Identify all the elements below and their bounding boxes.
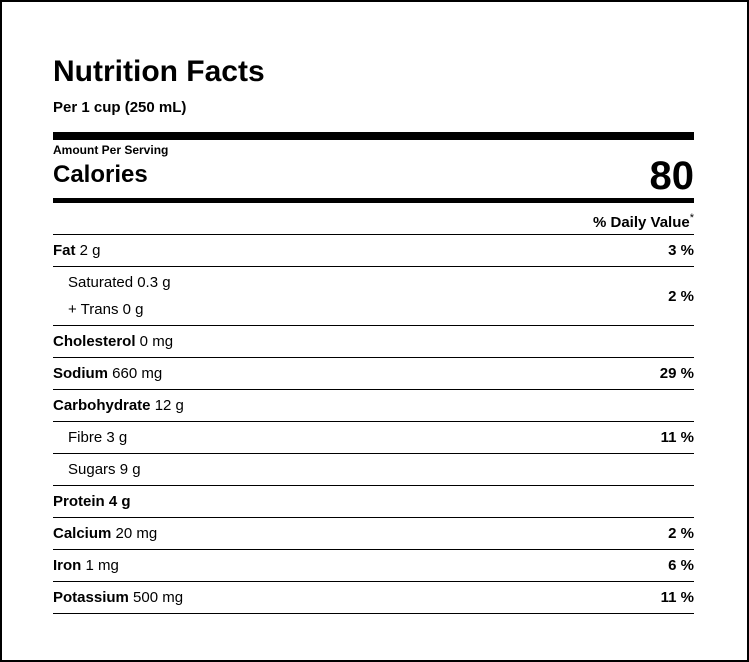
nutrient-row-sodium: Sodium 660 mg 29 % bbox=[53, 358, 694, 390]
nutrient-row-potassium: Potassium 500 mg 11 % bbox=[53, 582, 694, 614]
nutrition-label: Nutrition Facts Per 1 cup (250 mL) Amoun… bbox=[53, 55, 694, 614]
nutrient-name: Carbohydrate 12 g bbox=[53, 397, 184, 414]
nutrient-name: Calcium 20 mg bbox=[53, 525, 158, 542]
nutrient-dv: 11 % bbox=[660, 589, 694, 606]
nutrient-name: Protein 4 g bbox=[53, 493, 131, 510]
calories-value: 80 bbox=[649, 154, 695, 198]
serving-size: Per 1 cup (250 mL) bbox=[53, 99, 187, 116]
nutrient-row-iron: Iron 1 mg 6 % bbox=[53, 550, 694, 582]
amount-per-serving: Amount Per Serving bbox=[53, 143, 169, 157]
saturated-label: Saturated 0.3 g bbox=[68, 274, 171, 291]
daily-value-mark: * bbox=[689, 212, 694, 224]
nutrient-name: Saturated 0.3 g + Trans 0 g bbox=[53, 269, 171, 323]
nutrient-row-fibre: Fibre 3 g 11 % bbox=[53, 422, 694, 454]
nutrient-row-saturated-trans: Saturated 0.3 g + Trans 0 g 2 % bbox=[53, 267, 694, 326]
calories-label: Calories bbox=[53, 161, 148, 188]
daily-value-label: % Daily Value bbox=[593, 214, 690, 231]
nutrient-row-cholesterol: Cholesterol 0 mg bbox=[53, 326, 694, 358]
nutrient-row-protein: Protein 4 g bbox=[53, 486, 694, 518]
nutrient-dv: 11 % bbox=[660, 429, 694, 446]
nutrient-row-sugars: Sugars 9 g bbox=[53, 454, 694, 486]
nutrient-name: Fat 2 g bbox=[53, 242, 101, 259]
calories-row: Calories 80 bbox=[53, 154, 695, 198]
nutrient-row-fat: Fat 2 g 3 % bbox=[53, 235, 694, 267]
nutrient-name: Sugars 9 g bbox=[68, 461, 141, 478]
nutrient-name: Fibre 3 g bbox=[68, 429, 128, 446]
trans-label: + Trans 0 g bbox=[68, 301, 144, 318]
nutrient-dv: 2 % bbox=[668, 287, 694, 305]
nutrient-dv: 3 % bbox=[668, 242, 694, 259]
nutrient-dv: 2 % bbox=[668, 525, 694, 542]
nutrient-row-carbohydrate: Carbohydrate 12 g bbox=[53, 390, 694, 422]
nutrient-row-calcium: Calcium 20 mg 2 % bbox=[53, 518, 694, 550]
thick-divider bbox=[53, 132, 694, 140]
nutrient-name: Potassium 500 mg bbox=[53, 589, 184, 606]
nutrient-dv: 6 % bbox=[668, 557, 694, 574]
daily-value-header: % Daily Value* bbox=[53, 203, 694, 235]
nutrient-name: Sodium 660 mg bbox=[53, 365, 163, 382]
nutrient-name: Cholesterol 0 mg bbox=[53, 333, 174, 350]
label-title: Nutrition Facts bbox=[53, 55, 265, 88]
medium-divider bbox=[53, 198, 694, 203]
nutrient-dv: 29 % bbox=[659, 365, 694, 382]
nutrient-name: Iron 1 mg bbox=[53, 557, 119, 574]
